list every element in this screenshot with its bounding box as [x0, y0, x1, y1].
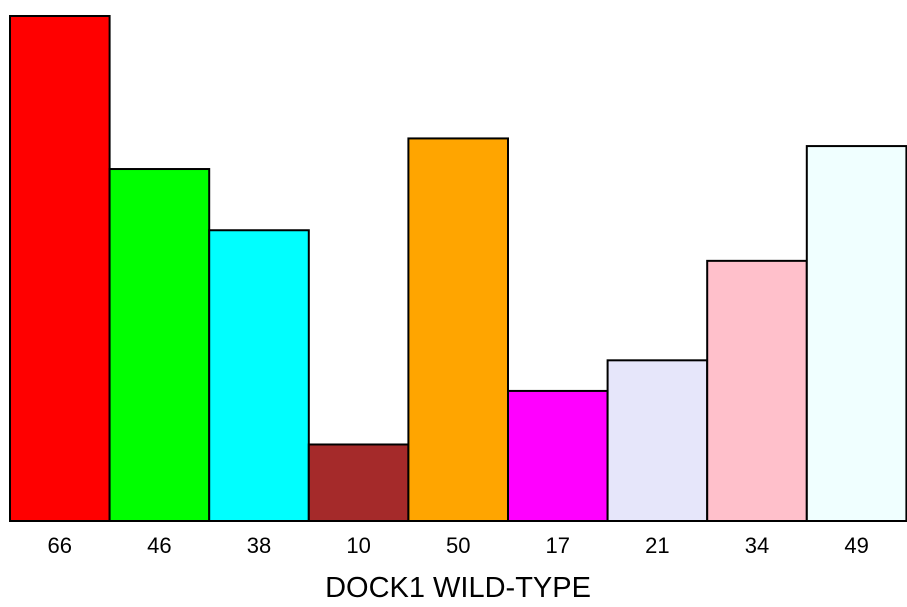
tick-labels-group: 66 46 38 10 50 17 21 34 49 [48, 533, 869, 558]
tick-label-46: 46 [147, 533, 171, 558]
tick-label-38: 38 [247, 533, 271, 558]
tick-label-50: 50 [446, 533, 470, 558]
bar-66 [9, 15, 111, 522]
tick-label-10: 10 [346, 533, 370, 558]
tick-label-49: 49 [844, 533, 868, 558]
bar-38 [208, 229, 310, 522]
tick-label-66: 66 [48, 533, 72, 558]
bar-46 [108, 168, 211, 522]
tick-label-17: 17 [546, 533, 570, 558]
x-axis-label: DOCK1 WILD-TYPE [325, 572, 591, 604]
bar-10 [307, 443, 410, 523]
bar-17 [507, 389, 609, 523]
tick-label-34: 34 [745, 533, 769, 558]
bar-34 [706, 259, 808, 522]
tick-label-21: 21 [645, 533, 669, 558]
bar-21 [606, 359, 709, 522]
bar-49 [805, 145, 907, 523]
bar-50 [407, 137, 509, 522]
bars-group [9, 15, 907, 523]
